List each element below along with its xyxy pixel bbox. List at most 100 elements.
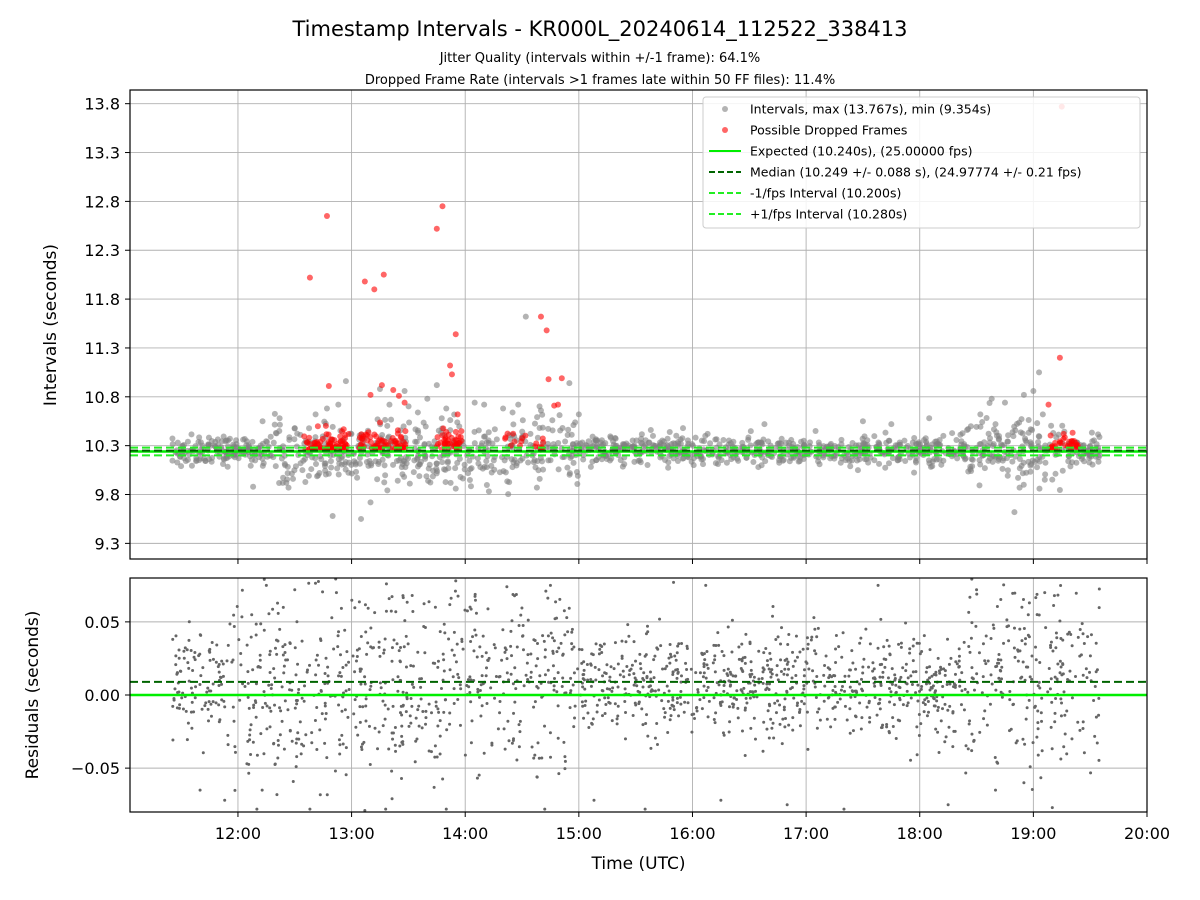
residual-point [813, 685, 817, 689]
interval-point [384, 422, 391, 429]
residual-point [524, 673, 528, 677]
residual-point [278, 733, 282, 737]
residual-point [359, 682, 363, 686]
residual-point [382, 651, 386, 655]
residual-point [510, 741, 514, 745]
residual-point [806, 642, 810, 646]
residual-point [840, 685, 844, 689]
residual-point [368, 688, 372, 692]
residual-point [238, 698, 242, 702]
residual-point [671, 698, 675, 702]
interval-point [589, 433, 596, 440]
residual-point [737, 645, 741, 649]
residual-point [256, 665, 260, 669]
residual-point [1025, 706, 1029, 710]
dropped-frame-point [365, 429, 372, 436]
residual-point [313, 719, 317, 723]
residual-point [1023, 742, 1027, 746]
interval-point [1003, 455, 1010, 462]
residual-point [1050, 806, 1054, 810]
residual-point [859, 727, 863, 731]
residual-point [486, 607, 490, 611]
residual-point [873, 696, 877, 700]
residual-point [646, 734, 650, 738]
x-tick-label: 18:00 [897, 824, 943, 843]
residual-point [673, 654, 677, 658]
residuals-y-tick-label: 0.00 [84, 686, 120, 705]
interval-point [452, 465, 459, 472]
residual-point [898, 696, 902, 700]
residual-point [498, 700, 502, 704]
residual-point [957, 647, 961, 651]
residual-point [189, 710, 193, 714]
interval-point [1042, 459, 1049, 466]
residual-point [580, 661, 584, 665]
residual-point [628, 668, 632, 672]
residual-point [226, 743, 230, 747]
residual-point [581, 704, 585, 708]
interval-point [587, 463, 594, 470]
residual-point [767, 736, 771, 740]
residual-point [276, 739, 280, 743]
residual-point [867, 701, 871, 705]
residual-point [255, 753, 259, 757]
residual-point [775, 664, 779, 668]
interval-point [1035, 439, 1042, 446]
residual-point [340, 733, 344, 737]
residual-point [957, 659, 961, 663]
residual-point [867, 665, 871, 669]
residual-point [928, 648, 932, 652]
residual-point [569, 689, 573, 693]
residual-point [790, 686, 794, 690]
residual-point [771, 604, 775, 608]
interval-point [875, 439, 882, 446]
residual-point [818, 718, 822, 722]
residual-point [899, 675, 903, 679]
dropped-frame-point [543, 327, 550, 334]
residual-point [526, 677, 530, 681]
residual-point [359, 745, 363, 749]
residual-point [409, 664, 413, 668]
residual-point [254, 682, 258, 686]
residual-point [964, 744, 968, 748]
residual-point [730, 650, 734, 654]
interval-point [557, 427, 564, 434]
interval-point [927, 463, 934, 470]
residual-point [410, 704, 414, 708]
x-tick-label: 15:00 [556, 824, 602, 843]
residual-point [663, 715, 667, 719]
residual-point [431, 661, 435, 665]
residual-point [187, 620, 191, 624]
residual-point [937, 669, 941, 673]
legend-dropped-frames-label: Possible Dropped Frames [750, 123, 907, 138]
residual-point [563, 633, 567, 637]
residual-point [952, 682, 956, 686]
residual-point [641, 723, 645, 727]
interval-point [566, 470, 573, 477]
residual-point [515, 758, 519, 762]
residual-point [974, 624, 978, 628]
residual-point [1068, 669, 1072, 673]
interval-point [800, 437, 807, 444]
residual-point [283, 650, 287, 654]
interval-point [707, 440, 714, 447]
residual-point [544, 589, 548, 593]
residual-point [1049, 640, 1053, 644]
dropped-frame-point [1048, 444, 1055, 451]
interval-point [959, 430, 966, 437]
residual-point [475, 655, 479, 659]
residual-point [294, 699, 298, 703]
interval-point [313, 461, 320, 468]
residual-point [501, 628, 505, 632]
residual-point [1052, 594, 1056, 598]
interval-point [421, 440, 428, 447]
residual-point [452, 687, 456, 691]
residual-point [959, 703, 963, 707]
residual-point [661, 667, 665, 671]
residual-point [595, 703, 599, 707]
residual-point [509, 644, 513, 648]
residual-point [805, 710, 809, 714]
residual-point [176, 691, 180, 695]
residual-point [798, 710, 802, 714]
residual-point [171, 637, 175, 641]
